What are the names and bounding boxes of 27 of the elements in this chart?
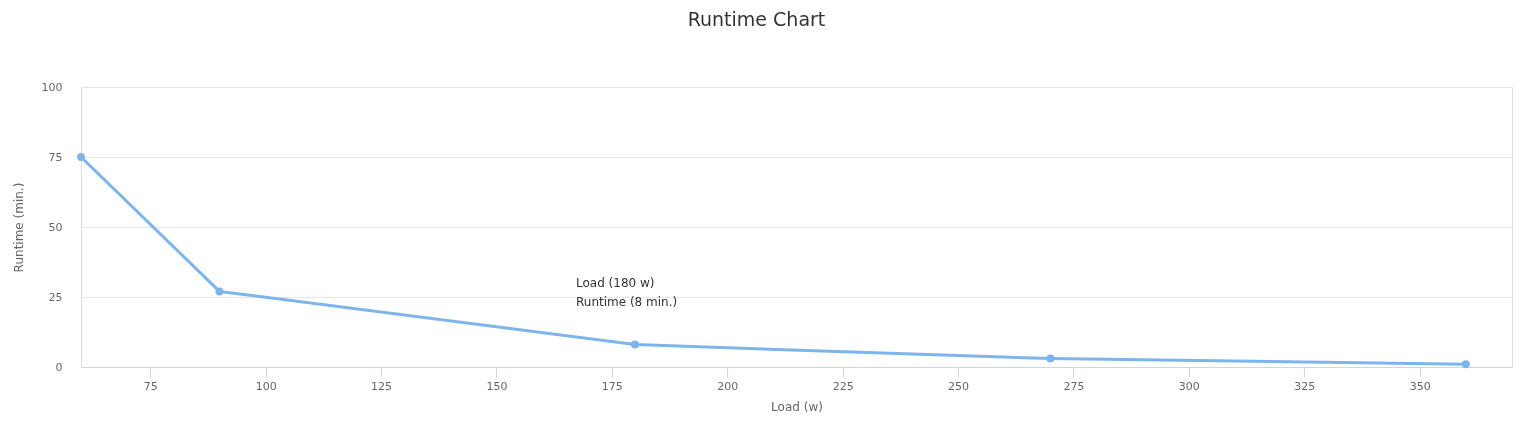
x-tick-label: 325 — [1294, 379, 1316, 393]
point — [1461, 360, 1470, 369]
x-tick-label: 350 — [1409, 379, 1431, 393]
point — [630, 340, 639, 349]
y-tick-label: 50 — [48, 220, 63, 234]
x-tick-label: 75 — [143, 379, 158, 393]
x-tick-label: 225 — [832, 379, 854, 393]
x-tick-label: 175 — [601, 379, 623, 393]
annotation: Runtime (8 min.) — [576, 295, 678, 309]
x-tick-label: 300 — [1178, 379, 1200, 393]
chart-title: Runtime Chart — [687, 8, 826, 30]
y-tick-label: 75 — [48, 150, 63, 164]
x-tick-label: 250 — [948, 379, 970, 393]
x-tick-label: 125 — [371, 379, 393, 393]
annotation: Load (180 w) — [576, 276, 655, 290]
x-axis-title: Load (w) — [771, 399, 823, 414]
point — [77, 153, 85, 161]
y-tick-label: 100 — [41, 80, 63, 94]
y-tick-label: 0 — [55, 360, 63, 374]
point — [215, 287, 224, 296]
y-tick-label: 25 — [48, 290, 63, 304]
y-axis-title: Runtime (min.) — [11, 182, 26, 273]
x-tick-label: 150 — [486, 379, 508, 393]
x-tick-label: 275 — [1063, 379, 1085, 393]
x-tick-label: 100 — [255, 379, 277, 393]
point — [1046, 354, 1055, 363]
x-tick-label: 200 — [717, 379, 739, 393]
